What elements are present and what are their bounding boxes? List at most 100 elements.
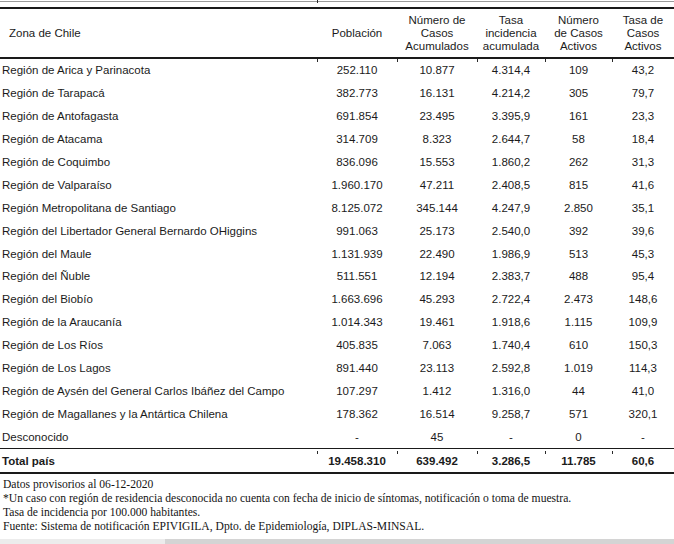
cell-tasa_incidencia: 1.316,0 xyxy=(477,379,545,402)
bottom-edge-artifact-segment xyxy=(165,539,674,544)
cell-casos_activos: 44 xyxy=(545,379,612,402)
table-row: Región de Antofagasta691.85423.4953.395,… xyxy=(0,105,674,128)
region-name: Región de Arica y Parinacota xyxy=(0,58,317,82)
column-divider-tick xyxy=(317,0,318,3)
cell-tasa_activos: 23,3 xyxy=(612,105,674,128)
cell-casos_acumulados: 10.877 xyxy=(397,58,477,82)
cell-tasa_activos: 35,1 xyxy=(612,196,674,219)
cell-tasa_incidencia: 3.395,9 xyxy=(477,105,545,128)
cell-tasa_incidencia: 9.258,7 xyxy=(477,402,545,425)
col-header-poblacion: Población xyxy=(317,8,397,58)
column-divider-tick xyxy=(477,59,478,62)
table-row: Región de Atacama314.7098.3232.644,75818… xyxy=(0,128,674,151)
table-row: Región Metropolitana de Santiago8.125.07… xyxy=(0,196,674,219)
cell-tasa_incidencia: 2.540,0 xyxy=(477,219,545,242)
cell-poblacion: 252.110 xyxy=(317,58,397,82)
cell-poblacion: 691.854 xyxy=(317,105,397,128)
cell-poblacion: 836.096 xyxy=(317,151,397,174)
col-header-casos_activos: Número de Casos Activos xyxy=(545,8,612,58)
cell-casos_acumulados: 22.490 xyxy=(397,242,477,265)
cell-poblacion: 991.063 xyxy=(317,219,397,242)
region-name: Región de Los Lagos xyxy=(0,357,317,380)
cell-tasa_incidencia: - xyxy=(477,425,545,448)
cell-tasa_activos: 109,9 xyxy=(612,311,674,334)
cell-casos_activos: 513 xyxy=(545,242,612,265)
cell-tasa_incidencia: 2.722,4 xyxy=(477,288,545,311)
total-poblacion: 19.458.310 xyxy=(317,449,397,474)
cell-tasa_activos: 148,6 xyxy=(612,288,674,311)
region-name: Región del Maule xyxy=(0,242,317,265)
table-total: Total país19.458.310639.4923.286,511.785… xyxy=(0,449,674,474)
table-row: Región del Libertador General Bernardo O… xyxy=(0,219,674,242)
cell-poblacion: 1.014.343 xyxy=(317,311,397,334)
bottom-edge-artifact xyxy=(0,539,674,544)
region-name: Región de Magallanes y la Antártica Chil… xyxy=(0,402,317,425)
total-tasa_activos: 60,6 xyxy=(612,449,674,474)
report-table-page: Zona de ChilePoblaciónNúmero de Casos Ac… xyxy=(0,0,674,544)
total-casos_activos: 11.785 xyxy=(545,449,612,474)
table-row: Desconocido-45-0- xyxy=(0,425,674,448)
cell-tasa_activos: - xyxy=(612,425,674,448)
region-name: Región de Antofagasta xyxy=(0,105,317,128)
footnote-provisional-date: Datos provisorios al 06-12-2020 xyxy=(3,478,671,492)
cell-poblacion: 405.835 xyxy=(317,334,397,357)
column-divider-tick xyxy=(397,451,398,454)
cell-tasa_activos: 320,1 xyxy=(612,402,674,425)
total-label: Total país xyxy=(0,449,317,474)
column-divider-tick xyxy=(545,59,546,62)
cell-casos_acumulados: 16.131 xyxy=(397,82,477,105)
cell-casos_acumulados: 23.113 xyxy=(397,357,477,380)
cell-poblacion: 107.297 xyxy=(317,379,397,402)
cell-tasa_activos: 79,7 xyxy=(612,82,674,105)
table-row: Región de Valparaíso1.960.17047.2112.408… xyxy=(0,173,674,196)
column-divider-tick xyxy=(612,451,613,454)
cell-poblacion: 511.551 xyxy=(317,265,397,288)
cell-tasa_activos: 41,6 xyxy=(612,173,674,196)
cell-casos_activos: 571 xyxy=(545,402,612,425)
footnotes: Datos provisorios al 06-12-2020 *Un caso… xyxy=(3,478,671,534)
cell-tasa_incidencia: 1.740,4 xyxy=(477,334,545,357)
cell-casos_acumulados: 45.293 xyxy=(397,288,477,311)
cell-casos_acumulados: 1.412 xyxy=(397,379,477,402)
header-row: Zona de ChilePoblaciónNúmero de Casos Ac… xyxy=(0,8,674,58)
region-name: Región Metropolitana de Santiago xyxy=(0,196,317,219)
total-tasa_incidencia: 3.286,5 xyxy=(477,449,545,474)
footnote-incidence-rate: Tasa de incidencia por 100.000 habitante… xyxy=(3,506,671,520)
region-name: Región del Libertador General Bernardo O… xyxy=(0,219,317,242)
cell-tasa_incidencia: 4.314,4 xyxy=(477,58,545,82)
cell-casos_acumulados: 12.194 xyxy=(397,265,477,288)
cell-casos_acumulados: 8.323 xyxy=(397,128,477,151)
cell-tasa_activos: 150,3 xyxy=(612,334,674,357)
cell-casos_activos: 58 xyxy=(545,128,612,151)
col-header-tasa_incidencia: Tasa incidencia acumulada xyxy=(477,8,545,58)
table-row: Región de Tarapacá382.77316.1314.214,230… xyxy=(0,82,674,105)
table-row: Región de Arica y Parinacota252.11010.87… xyxy=(0,58,674,82)
cell-tasa_activos: 43,2 xyxy=(612,58,674,82)
cell-tasa_incidencia: 2.592,8 xyxy=(477,357,545,380)
cell-tasa_activos: 39,6 xyxy=(612,219,674,242)
total-casos_acumulados: 639.492 xyxy=(397,449,477,474)
cell-poblacion: 314.709 xyxy=(317,128,397,151)
total-row: Total país19.458.310639.4923.286,511.785… xyxy=(0,449,674,474)
cell-casos_acumulados: 15.553 xyxy=(397,151,477,174)
table-row: Región de la Araucanía1.014.34319.4611.9… xyxy=(0,311,674,334)
cell-tasa_activos: 31,3 xyxy=(612,151,674,174)
cell-casos_activos: 2.850 xyxy=(545,196,612,219)
region-name: Región de Valparaíso xyxy=(0,173,317,196)
cell-casos_acumulados: 23.495 xyxy=(397,105,477,128)
column-divider-tick xyxy=(612,59,613,62)
column-divider-tick xyxy=(317,59,318,62)
cell-casos_acumulados: 345.144 xyxy=(397,196,477,219)
cell-poblacion: 1.663.696 xyxy=(317,288,397,311)
region-name: Región de Coquimbo xyxy=(0,151,317,174)
cell-casos_activos: 305 xyxy=(545,82,612,105)
cell-tasa_activos: 95,4 xyxy=(612,265,674,288)
cell-poblacion: 891.440 xyxy=(317,357,397,380)
cell-casos_acumulados: 47.211 xyxy=(397,173,477,196)
col-header-casos_acumulados: Número de Casos Acumulados xyxy=(397,8,477,58)
table-row: Región del Maule1.131.93922.4901.986,951… xyxy=(0,242,674,265)
region-name: Región de la Araucanía xyxy=(0,311,317,334)
cell-casos_activos: 0 xyxy=(545,425,612,448)
cell-casos_activos: 1.019 xyxy=(545,357,612,380)
cell-poblacion: 1.960.170 xyxy=(317,173,397,196)
